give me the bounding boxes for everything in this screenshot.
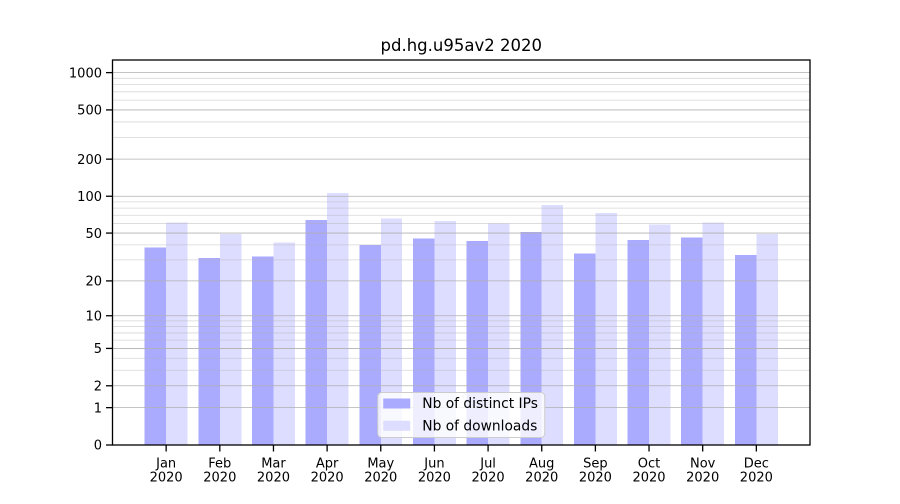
x-tick-label-year-may: 2020 xyxy=(364,471,397,486)
y-tick-label-1: 1 xyxy=(94,401,102,416)
bar-downloads-apr[interactable] xyxy=(327,193,349,445)
bar-distinct-ips-jan[interactable] xyxy=(144,247,167,445)
x-tick-label-month-aug: Aug xyxy=(529,457,554,472)
legend-label-downloads: Nb of downloads xyxy=(422,419,537,435)
plot-border xyxy=(111,59,811,446)
y-tick-label-10: 10 xyxy=(85,309,102,324)
bar-distinct-ips-sep[interactable] xyxy=(573,253,596,445)
bar-distinct-ips-dec[interactable] xyxy=(734,254,757,445)
x-tick-label-year-apr: 2020 xyxy=(311,471,344,486)
legend-swatch-distinct-ips xyxy=(383,398,411,409)
y-tick-label-5: 5 xyxy=(94,342,102,357)
bar-distinct-ips-mar[interactable] xyxy=(252,256,274,445)
bar-distinct-ips-nov[interactable] xyxy=(681,237,703,445)
x-tick-label-month-apr: Apr xyxy=(316,457,339,472)
x-tick-label-year-nov: 2020 xyxy=(686,471,719,486)
x-tick-label-year-aug: 2020 xyxy=(525,471,558,486)
x-tick-label-month-nov: Nov xyxy=(690,457,716,472)
y-tick-label-200: 200 xyxy=(77,153,102,168)
x-tick-label-month-mar: Mar xyxy=(261,457,286,472)
x-tick-label-month-dec: Dec xyxy=(744,457,769,472)
legend: Nb of distinct IPs Nb of downloads xyxy=(377,392,546,438)
bars-group xyxy=(144,193,778,445)
bar-distinct-ips-oct[interactable] xyxy=(627,239,650,445)
bar-distinct-ips-apr[interactable] xyxy=(305,220,328,445)
legend-label-distinct-ips: Nb of distinct IPs xyxy=(422,396,538,412)
x-tick-label-year-dec: 2020 xyxy=(740,471,773,486)
x-tick-label-year-jan: 2020 xyxy=(150,471,183,486)
bar-downloads-sep[interactable] xyxy=(595,213,617,445)
y-tick-label-50: 50 xyxy=(85,227,102,242)
y-tick-label-20: 20 xyxy=(85,275,102,290)
bar-downloads-jul[interactable] xyxy=(488,223,510,445)
gridlines-group xyxy=(112,72,810,409)
legend-swatch-downloads xyxy=(383,420,411,431)
legend-box xyxy=(377,392,546,438)
y-tick-label-500: 500 xyxy=(77,104,102,119)
x-tick-label-year-feb: 2020 xyxy=(203,471,236,486)
x-tick-label-month-feb: Feb xyxy=(208,457,231,472)
bar-downloads-jan[interactable] xyxy=(166,222,188,445)
x-tick-label-month-may: May xyxy=(367,457,394,472)
bar-downloads-oct[interactable] xyxy=(649,224,671,445)
y-tick-label-1000: 1000 xyxy=(69,66,102,81)
bar-downloads-mar[interactable] xyxy=(273,242,295,445)
x-tick-label-month-sep: Sep xyxy=(583,457,608,472)
bar-distinct-ips-aug[interactable] xyxy=(520,232,542,445)
bar-downloads-feb[interactable] xyxy=(219,234,242,445)
bar-downloads-nov[interactable] xyxy=(702,222,725,445)
x-tick-label-month-jun: Jun xyxy=(423,457,444,472)
x-tick-label-month-jul: Jul xyxy=(479,457,496,472)
x-tick-label-year-jun: 2020 xyxy=(418,471,451,486)
bar-downloads-aug[interactable] xyxy=(541,204,564,445)
x-axis-group: Jan2020Feb2020Mar2020Apr2020May2020Jun20… xyxy=(150,445,773,486)
x-tick-label-month-jan: Jan xyxy=(155,457,176,472)
bar-distinct-ips-feb[interactable] xyxy=(198,258,220,445)
y-tick-label-0: 0 xyxy=(94,439,102,454)
x-tick-label-year-oct: 2020 xyxy=(632,471,665,486)
y-tick-label-2: 2 xyxy=(94,379,102,394)
y-tick-label-100: 100 xyxy=(77,190,102,205)
x-tick-label-month-oct: Oct xyxy=(638,457,660,472)
bar-downloads-dec[interactable] xyxy=(756,234,778,445)
chart-title: pd.hg.u95av2 2020 xyxy=(381,36,542,55)
x-tick-label-year-sep: 2020 xyxy=(579,471,612,486)
x-tick-label-year-jul: 2020 xyxy=(472,471,505,486)
bar-downloads-may[interactable] xyxy=(380,218,403,445)
y-axis-group: 0 1 2 5 10 20 50 100 200 500 1000 xyxy=(69,66,113,454)
bar-distinct-ips-may[interactable] xyxy=(359,244,381,445)
x-tick-label-year-mar: 2020 xyxy=(257,471,290,486)
